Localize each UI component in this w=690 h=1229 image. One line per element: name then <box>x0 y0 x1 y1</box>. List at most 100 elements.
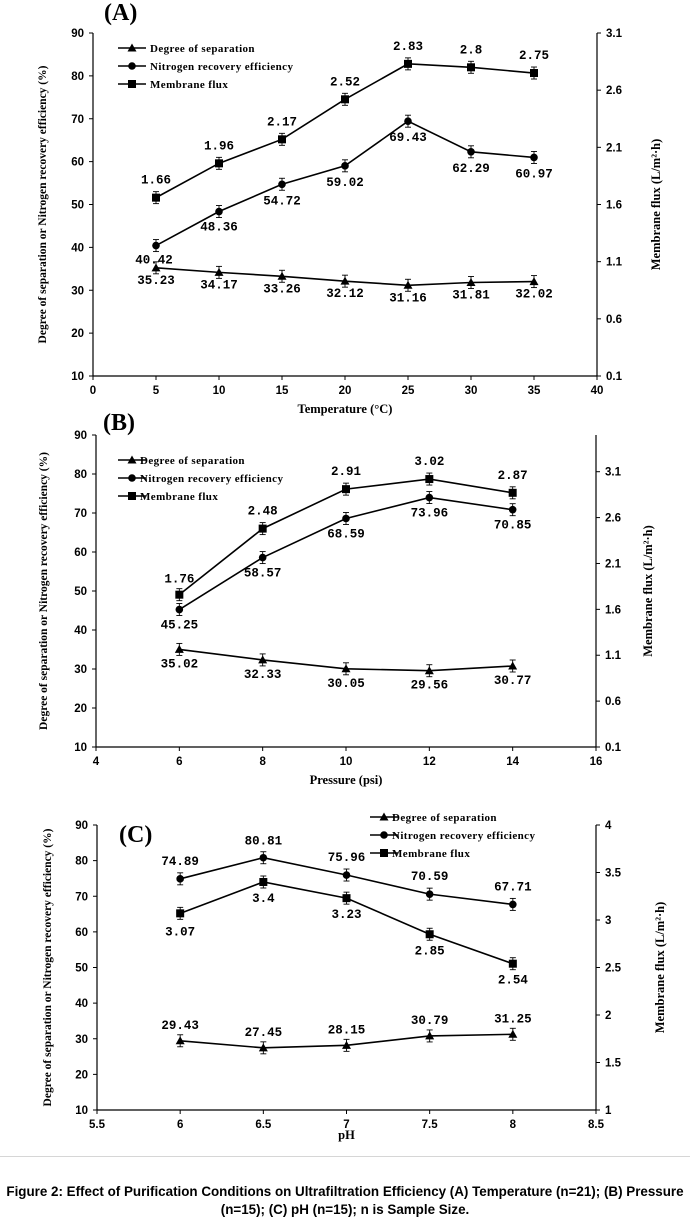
chart-c-point-membrane-flux <box>508 959 517 968</box>
chart-c-y-tick-label: 40 <box>75 998 88 1010</box>
chart-a-data-label-nitrogen-recovery-efficiency: 60.97 <box>515 167 553 181</box>
chart-a-data-label-degree-of-separation: 31.81 <box>452 288 490 302</box>
chart-a-x-tick-label: 30 <box>465 385 478 397</box>
chart-c-point-nitrogen-recovery-efficiency <box>509 900 517 909</box>
chart-c-data-label-membrane-flux: 2.85 <box>415 944 445 958</box>
chart-b-y2-tick-label: 0.6 <box>605 696 621 708</box>
chart-a-x-tick-label: 25 <box>402 385 415 397</box>
chart-a-point-degree-of-separation <box>151 263 161 272</box>
chart-c-point-membrane-flux <box>176 909 185 918</box>
chart-b-data-label-degree-of-separation: 29.56 <box>411 679 449 693</box>
chart-c-point-nitrogen-recovery-efficiency <box>342 871 351 879</box>
chart-a-data-label-membrane-flux: 1.66 <box>141 174 171 188</box>
chart-a-x-tick-label: 10 <box>213 385 226 397</box>
chart-a-y2-tick-label: 3.1 <box>606 28 623 40</box>
chart-b-data-label-membrane-flux: 2.48 <box>248 505 278 519</box>
chart-a-point-degree-of-separation <box>466 277 476 286</box>
chart-a-y2-tick-label: 0.1 <box>606 371 623 383</box>
chart-c-y2-axis-title: Membrane flux (L/m²·h) <box>653 902 667 1034</box>
chart-a-point-membrane-flux <box>152 193 160 202</box>
chart-a-data-label-degree-of-separation: 35.23 <box>137 274 175 288</box>
chart-b-x-tick-label: 14 <box>506 756 519 768</box>
chart-c-x-tick-label: 6 <box>177 1119 183 1131</box>
chart-b-data-label-nitrogen-recovery-efficiency: 45.25 <box>161 619 199 633</box>
chart-b-data-label-membrane-flux: 3.02 <box>414 455 444 469</box>
chart-c-data-label-nitrogen-recovery-efficiency: 80.81 <box>245 835 283 849</box>
chart-a-y-axis-title: Degree of separation or Nitrogen recover… <box>37 65 49 343</box>
chart-c-point-nitrogen-recovery-efficiency <box>259 853 268 862</box>
chart-b-y-tick-label: 30 <box>74 664 87 676</box>
caption-divider <box>0 1156 690 1157</box>
chart-a-x-axis-title: Temperature (°C) <box>298 402 393 416</box>
chart-c-data-label-degree-of-separation: 31.25 <box>494 1012 532 1026</box>
chart-a-point-degree-of-separation <box>403 280 413 289</box>
chart-b-data-label-degree-of-separation: 35.02 <box>161 657 199 671</box>
chart-b-y-tick-label: 40 <box>74 625 87 637</box>
chart-c-y-axis-title: Degree of separation or Nitrogen recover… <box>42 828 54 1106</box>
chart-a-y2-tick-label: 0.6 <box>606 314 622 326</box>
chart-b-point-membrane-flux <box>425 475 434 484</box>
chart-a-y-tick-label: 30 <box>71 285 84 297</box>
chart-b-point-nitrogen-recovery-efficiency <box>175 605 184 614</box>
chart-a-point-nitrogen-recovery-efficiency <box>404 117 412 125</box>
chart-c-point-degree-of-separation <box>342 1040 351 1049</box>
chart-a-panel-label: (A) <box>104 0 137 26</box>
chart-c-data-label-degree-of-separation: 27.45 <box>245 1026 283 1040</box>
chart-b-legend-label: Membrane flux <box>140 491 218 503</box>
chart-c-point-degree-of-separation <box>258 1043 268 1052</box>
chart-c-y-tick-label: 60 <box>75 927 88 939</box>
chart-a-data-label-degree-of-separation: 32.02 <box>515 288 553 302</box>
chart-a-point-degree-of-separation <box>277 271 287 280</box>
chart-c-x-tick-label: 6.5 <box>255 1119 272 1131</box>
chart-c-data-label-membrane-flux: 3.23 <box>331 908 361 922</box>
chart-c-legend-marker <box>380 849 388 857</box>
chart-a-data-label-membrane-flux: 1.96 <box>204 139 234 153</box>
chart-b-y-tick-label: 60 <box>74 547 87 559</box>
chart-b-y-tick-label: 20 <box>74 703 87 715</box>
chart-b-data-label-nitrogen-recovery-efficiency: 70.85 <box>494 519 532 533</box>
chart-b-y-tick-label: 50 <box>74 586 87 598</box>
chart-c-y2-tick-label: 2 <box>605 1010 611 1022</box>
chart-b-data-label-degree-of-separation: 30.77 <box>494 674 532 688</box>
chart-c-y-tick-label: 90 <box>75 820 88 832</box>
chart-a-point-degree-of-separation <box>214 267 224 276</box>
chart-a-y2-tick-label: 2.6 <box>606 85 622 97</box>
chart-a-point-nitrogen-recovery-efficiency <box>467 148 475 156</box>
chart-b-data-label-degree-of-separation: 30.05 <box>327 677 365 691</box>
chart-b-y-axis-title: Degree of separation or Nitrogen recover… <box>38 452 50 730</box>
chart-c-point-degree-of-separation <box>508 1029 518 1038</box>
chart-a-data-label-nitrogen-recovery-efficiency: 54.72 <box>263 194 301 208</box>
chart-b-x-tick-label: 4 <box>93 756 100 768</box>
chart-c-data-label-membrane-flux: 3.07 <box>165 925 195 939</box>
chart-b-point-degree-of-separation <box>174 644 184 653</box>
chart-c-y2-tick-label: 3.5 <box>605 868 622 880</box>
chart-c-legend-label: Membrane flux <box>392 848 470 860</box>
chart-b-point-degree-of-separation <box>508 661 518 670</box>
chart-c-y2-tick-label: 3 <box>605 915 611 927</box>
chart-a-y-tick-label: 80 <box>71 71 84 83</box>
chart-panel-b: 4 6 8 10 12 14 16 10 20 30 40 50 60 70 80 90 0.1 0.6 1.1 1.… <box>0 400 690 810</box>
chart-b-data-label-membrane-flux: 2.87 <box>498 469 528 483</box>
chart-a-point-membrane-flux <box>341 95 349 104</box>
chart-b-y2-tick-label: 3.1 <box>605 467 622 479</box>
chart-a-y2-tick-label: 1.1 <box>606 257 623 269</box>
chart-a-data-label-nitrogen-recovery-efficiency: 59.02 <box>326 176 364 190</box>
chart-c-x-axis-title: pH <box>338 1128 355 1142</box>
chart-a-point-membrane-flux <box>467 63 475 72</box>
chart-b-legend-marker <box>128 474 136 482</box>
chart-a-point-membrane-flux <box>530 69 538 78</box>
chart-b-legend-label: Nitrogen recovery efficiency <box>140 473 283 485</box>
chart-c-data-label-nitrogen-recovery-efficiency: 74.89 <box>161 855 199 869</box>
chart-a-x-tick-label: 15 <box>276 385 289 397</box>
chart-b-point-membrane-flux <box>508 488 517 497</box>
chart-b-x-tick-label: 6 <box>176 756 182 768</box>
chart-b-data-label-nitrogen-recovery-efficiency: 58.57 <box>244 567 282 581</box>
chart-a-y-tick-label: 70 <box>71 114 84 126</box>
chart-b-legend-marker <box>128 492 136 500</box>
chart-a-point-nitrogen-recovery-efficiency <box>278 180 286 189</box>
chart-c-data-label-nitrogen-recovery-efficiency: 75.96 <box>328 851 366 865</box>
chart-c-data-label-degree-of-separation: 29.43 <box>161 1019 199 1033</box>
chart-c-legend-label: Nitrogen recovery efficiency <box>392 830 535 842</box>
chart-b-y2-tick-label: 1.1 <box>605 650 622 662</box>
chart-b-point-degree-of-separation <box>424 666 434 675</box>
